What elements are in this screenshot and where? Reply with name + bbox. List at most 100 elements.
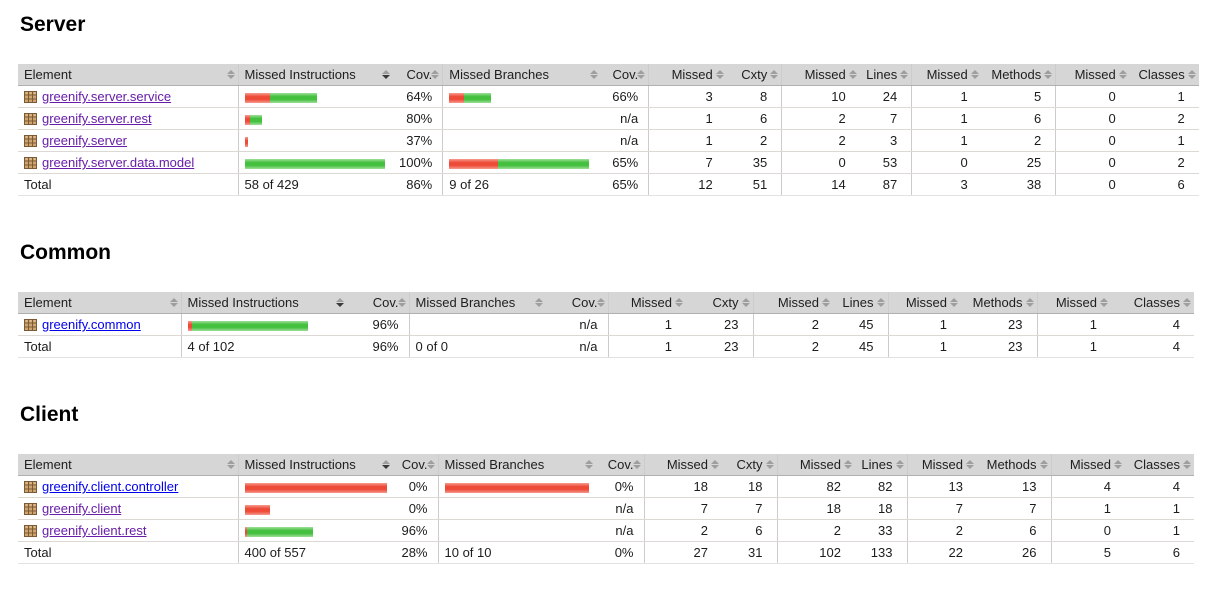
- column-header-label: Missed: [630, 295, 672, 310]
- column-header-label: Classes: [1138, 67, 1185, 82]
- total-methods: 23: [961, 335, 1037, 358]
- missed-bar: [449, 92, 465, 103]
- column-header-cov-instructions[interactable]: Cov.: [393, 454, 438, 476]
- total-lines: 133: [855, 541, 907, 564]
- total-branches: 10 of 10: [437, 541, 596, 564]
- package-icon: [24, 156, 37, 169]
- table-row: greenify.common 96% n/a 1 23 2 45 1 23 1…: [18, 313, 1194, 336]
- column-header-cov-instructions[interactable]: Cov.: [393, 64, 443, 86]
- column-header-cxty[interactable]: Cxty: [686, 292, 753, 314]
- package-link[interactable]: greenify.client: [42, 501, 122, 516]
- column-header-lines[interactable]: Lines: [833, 292, 888, 314]
- element-cell: greenify.client.controller: [18, 475, 238, 498]
- column-header-element[interactable]: Element: [18, 64, 238, 86]
- column-header-label: Cxty: [741, 67, 768, 82]
- column-header-label: Missed: [926, 67, 968, 82]
- cxty-cell: 7: [722, 497, 777, 520]
- column-header-missed-cxty[interactable]: Missed: [648, 64, 727, 86]
- missed-cxty-cell: 7: [643, 497, 722, 520]
- column-header-element[interactable]: Element: [18, 454, 238, 476]
- package-link[interactable]: greenify.server.rest: [42, 111, 152, 126]
- column-header-cov-branches[interactable]: Cov.: [600, 64, 649, 86]
- instruction-bar-cell: [237, 497, 393, 520]
- column-header-label: Missed: [804, 67, 846, 82]
- column-header-missed-instructions[interactable]: Missed Instructions: [237, 64, 393, 86]
- sort-icon: [895, 459, 904, 469]
- sort-icon: [535, 297, 543, 307]
- package-link[interactable]: greenify.client.rest: [42, 523, 147, 538]
- instruction-bar-cell: [237, 475, 393, 498]
- missed-cxty-cell: 18: [643, 475, 722, 498]
- column-header-lines[interactable]: Lines: [859, 64, 912, 86]
- column-header-classes[interactable]: Classes: [1111, 292, 1194, 314]
- column-header-label: Cov.: [571, 295, 598, 310]
- cxty-cell: 8: [726, 85, 782, 108]
- total-missed-classes: 5: [1050, 541, 1125, 564]
- column-header-missed-methods[interactable]: Missed: [911, 64, 982, 86]
- element-cell: greenify.server.service: [18, 85, 238, 108]
- column-header-missed-methods[interactable]: Missed: [887, 292, 961, 314]
- column-header-cov-branches[interactable]: Cov.: [546, 292, 608, 314]
- column-header-classes[interactable]: Classes: [1129, 64, 1199, 86]
- column-header-missed-cxty[interactable]: Missed: [643, 454, 722, 476]
- branch-coverage-cell: n/a: [600, 129, 649, 152]
- column-header-cov-instructions[interactable]: Cov.: [347, 292, 409, 314]
- table-row: greenify.client 0% n/a 7 7 18 18 7 7 1 1: [18, 497, 1194, 520]
- column-header-methods[interactable]: Methods: [981, 64, 1056, 86]
- total-instruction-coverage: 86%: [393, 173, 443, 196]
- branch-coverage-cell: 66%: [600, 85, 649, 108]
- column-header-missed-branches[interactable]: Missed Branches: [408, 292, 546, 314]
- branch-coverage-cell: n/a: [596, 519, 644, 542]
- cxty-cell: 23: [686, 313, 753, 336]
- column-header-missed-instructions[interactable]: Missed Instructions: [237, 454, 393, 476]
- package-link[interactable]: greenify.client.controller: [42, 479, 179, 494]
- column-header-missed-branches[interactable]: Missed Branches: [442, 64, 601, 86]
- instruction-coverage-cell: 0%: [393, 497, 438, 520]
- table-row: greenify.server 37% n/a 1 2 2 3 1 2 0 1: [18, 129, 1199, 152]
- package-link[interactable]: greenify.common: [42, 317, 141, 332]
- column-header-missed-cxty[interactable]: Missed: [607, 292, 686, 314]
- column-header-methods[interactable]: Methods: [961, 292, 1037, 314]
- sort-icon: [585, 459, 593, 469]
- package-link[interactable]: greenify.server: [42, 133, 128, 148]
- package-link[interactable]: greenify.server.data.model: [42, 155, 195, 170]
- sort-icon: [970, 69, 979, 79]
- column-header-classes[interactable]: Classes: [1125, 454, 1194, 476]
- column-header-missed-lines[interactable]: Missed: [781, 64, 860, 86]
- column-header-missed-classes[interactable]: Missed: [1055, 64, 1130, 86]
- covered-bar: [464, 92, 492, 103]
- column-header-missed-classes[interactable]: Missed: [1050, 454, 1125, 476]
- column-header-label: Lines: [842, 295, 874, 310]
- branch-bar-cell: [442, 85, 601, 108]
- column-header-element[interactable]: Element: [18, 292, 181, 314]
- sort-icon: [770, 69, 779, 79]
- lines-cell: 82: [855, 475, 907, 498]
- column-header-cov-branches[interactable]: Cov.: [596, 454, 644, 476]
- column-header-missed-classes[interactable]: Missed: [1036, 292, 1111, 314]
- methods-cell: 23: [961, 313, 1037, 336]
- table-row: greenify.client.controller 0% 0% 18 18 8…: [18, 475, 1194, 498]
- missed-lines-cell: 2: [781, 129, 860, 152]
- column-header-cxty[interactable]: Cxty: [722, 454, 777, 476]
- package-link[interactable]: greenify.server.service: [42, 89, 172, 104]
- column-header-missed-lines[interactable]: Missed: [776, 454, 855, 476]
- column-header-missed-methods[interactable]: Missed: [906, 454, 977, 476]
- column-header-missed-branches[interactable]: Missed Branches: [437, 454, 596, 476]
- missed-bar: [244, 92, 270, 103]
- column-header-missed-lines[interactable]: Missed: [752, 292, 833, 314]
- total-missed-cxty: 1: [607, 335, 686, 358]
- column-header-missed-instructions[interactable]: Missed Instructions: [180, 292, 347, 314]
- column-header-label: Cxty: [736, 457, 763, 472]
- instruction-coverage-cell: 80%: [393, 107, 443, 130]
- classes-cell: 1: [1129, 129, 1199, 152]
- column-header-label: Missed: [905, 295, 947, 310]
- column-header-lines[interactable]: Lines: [855, 454, 907, 476]
- sort-icon: [596, 297, 605, 307]
- column-header-cxty[interactable]: Cxty: [726, 64, 782, 86]
- element-cell: greenify.server: [18, 129, 238, 152]
- cxty-cell: 6: [722, 519, 777, 542]
- column-header-methods[interactable]: Methods: [977, 454, 1051, 476]
- column-header-label: Cov.: [607, 457, 634, 472]
- total-branch-coverage: 0%: [596, 541, 644, 564]
- column-header-label: Missed: [1055, 295, 1097, 310]
